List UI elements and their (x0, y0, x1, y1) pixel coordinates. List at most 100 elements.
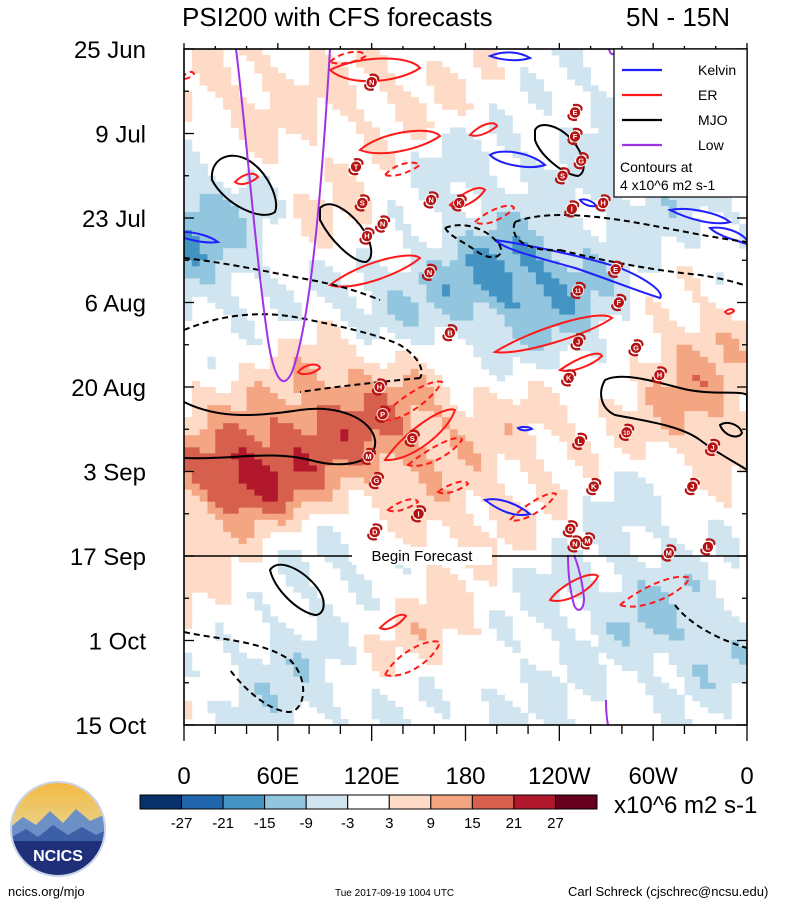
y-tick-label: 15 Oct (75, 713, 146, 740)
contour-er (184, 70, 196, 80)
contour-er (328, 57, 422, 83)
storm-marker: I (564, 200, 580, 218)
storm-marker: F (611, 293, 627, 312)
colorbar-bin (471, 794, 515, 810)
storm-label: B (447, 328, 453, 337)
storm-label: G (373, 476, 379, 485)
storm-marker: B (442, 324, 458, 342)
storm-marker: O (562, 520, 578, 538)
wave-filtered-contours (184, 49, 747, 725)
storm-label: 10 (623, 431, 630, 437)
y-tick-label: 25 Jun (74, 37, 146, 64)
contour-kelvin (707, 226, 747, 246)
logo-text: NCICS (33, 848, 83, 865)
colorbar-label: 15 (464, 815, 481, 832)
storm-marker: K (586, 478, 602, 496)
contour-er (383, 640, 442, 677)
storm-label: G (633, 343, 639, 352)
contour-low (605, 699, 609, 725)
storm-label: H (364, 232, 369, 241)
footer-url[interactable]: ncics.org/mjo (8, 884, 85, 899)
colorbar-bin (264, 794, 307, 810)
ncics-logo[interactable]: NCICS (8, 779, 108, 879)
latitude-band-label: 5N - 15N (626, 2, 731, 32)
storm-marker: M (661, 544, 677, 562)
contour-low (567, 554, 586, 611)
storm-marker: I (411, 505, 427, 523)
colorbar: -27 -21 -15 -9 -3 3 9 15 21 27 (139, 794, 598, 832)
legend-entry: Kelvin (698, 62, 736, 78)
storm-marker: P (375, 405, 391, 423)
contour-er (723, 308, 736, 315)
storm-label: M (365, 452, 371, 461)
storm-label: S (560, 171, 565, 180)
contour-mjo (184, 631, 305, 714)
colorbar-units: x10^6 m2 s-1 (614, 792, 758, 819)
storm-marker: H (595, 194, 611, 212)
storm-label: N (369, 78, 374, 87)
x-tick-label: 60W (628, 763, 678, 790)
contour-mjo (268, 563, 325, 617)
contour-mjo (600, 375, 747, 472)
storm-label: D (372, 528, 378, 537)
storm-label: H (600, 199, 605, 208)
storm-marker: 10 (619, 423, 635, 441)
contour-kelvin (492, 238, 662, 300)
storm-label: N (572, 540, 577, 549)
storm-label: T (354, 162, 359, 171)
storm-marker: H (651, 366, 667, 384)
storm-label: K (456, 199, 462, 208)
storm-marker: H (359, 227, 375, 245)
storm-marker: N (364, 73, 380, 91)
contour-er (378, 380, 444, 422)
contour-er (327, 254, 422, 288)
colorbar-label: -9 (300, 815, 313, 832)
contour-er (386, 498, 420, 513)
storm-label: N (428, 196, 433, 205)
storm-marker: F (567, 127, 583, 146)
storm-marker: S (554, 167, 571, 185)
contour-mjo (184, 313, 423, 379)
storm-marker: E (608, 260, 624, 278)
contour-kelvin (482, 498, 533, 516)
footer-author: Carl Schreck (cjschrec@ncsu.edu) (568, 884, 769, 899)
storm-label: L (577, 437, 582, 446)
contour-mjo (512, 221, 561, 252)
storm-label: L (706, 543, 711, 552)
contour-mjo (718, 422, 744, 438)
contour-mjo (319, 203, 373, 264)
storm-marker: J (570, 333, 586, 351)
legend-note: Contours at (620, 159, 692, 175)
y-tick-label: 3 Sep (83, 460, 146, 487)
storm-marker: H (371, 378, 388, 396)
contour-kelvin (184, 230, 221, 244)
storm-label: K (591, 482, 597, 491)
storm-marker: E (567, 103, 583, 121)
contour-er (358, 129, 442, 155)
storm-marker: L (700, 538, 716, 556)
legend-note: 4 x10^6 m2 s-1 (620, 177, 715, 193)
storm-marker: M (360, 447, 377, 465)
colorbar-bin (430, 794, 473, 810)
storm-marker: G (573, 152, 589, 170)
colorbar-bin (388, 794, 432, 810)
legend-entry: MJO (698, 112, 728, 128)
y-axis: 25 Jun 9 Jul 23 Jul 6 Aug 20 Aug 3 Sep 17 Sep 1… (70, 37, 747, 740)
storm-marker: K (561, 369, 577, 387)
y-tick-label: 9 Jul (95, 122, 146, 149)
colorbar-bin (347, 794, 390, 810)
contour-mjo (210, 154, 278, 216)
storm-label: J (690, 482, 694, 491)
begin-forecast-label-bg (352, 547, 492, 565)
colorbar-bin (305, 794, 349, 810)
contour-kelvin (516, 425, 534, 432)
colorbar-bin (139, 794, 183, 810)
contour-er (233, 172, 260, 186)
colorbar-label: -3 (341, 815, 354, 832)
storm-label: N (380, 220, 385, 229)
colorbar-label: -15 (254, 815, 276, 832)
storm-marker: N (423, 191, 439, 209)
colorbar-bin (181, 794, 224, 810)
